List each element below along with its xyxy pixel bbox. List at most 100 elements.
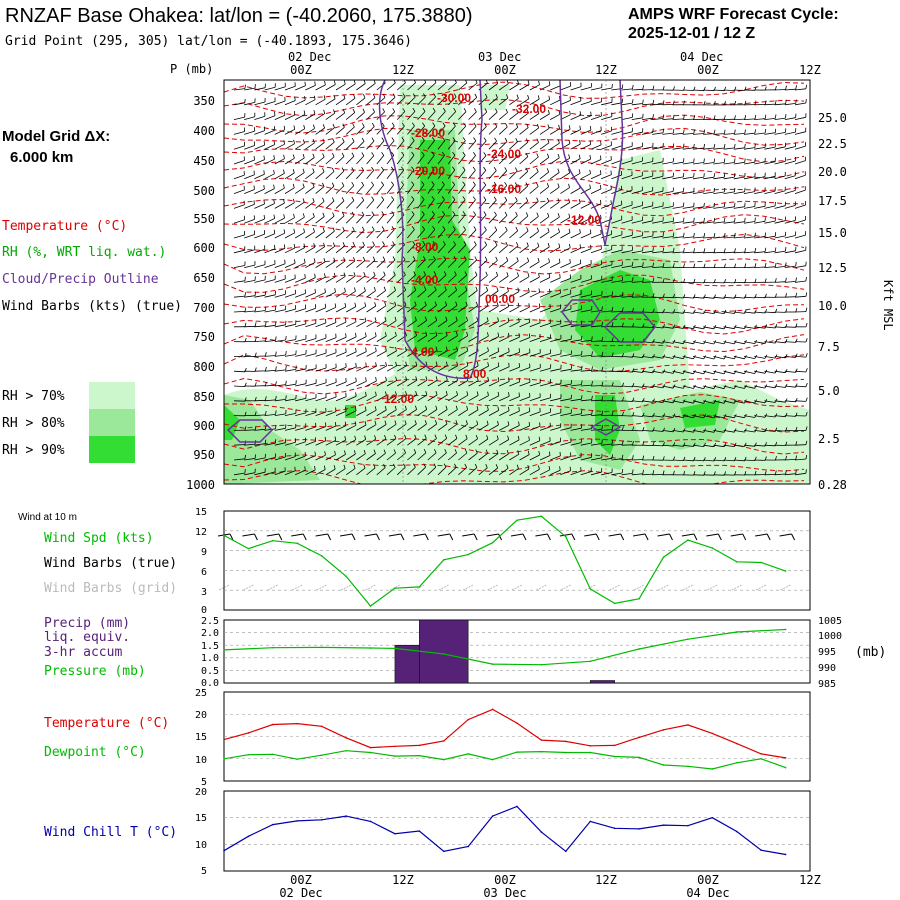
upper-wind-barb-flag bbox=[452, 151, 456, 156]
precip-frame bbox=[223, 619, 811, 684]
upper-wind-barb-flag bbox=[632, 455, 634, 460]
upper-wind-barb bbox=[703, 356, 714, 360]
upper-wind-barb bbox=[539, 113, 550, 120]
top-tick-4: 00Z bbox=[697, 63, 719, 77]
upper-wind-barb bbox=[366, 438, 377, 446]
upper-wind-barb bbox=[611, 159, 622, 165]
precip-panel: 2.5 2.0 1.5 1.0 0.5 0.0 1005 1000 995 99… bbox=[44, 616, 886, 690]
upper-wind-barb bbox=[315, 201, 325, 209]
legend-cloud: Cloud/Precip Outline bbox=[2, 272, 159, 287]
upper-wind-barb bbox=[254, 101, 266, 106]
upper-wind-barb bbox=[407, 289, 417, 298]
upper-wind-barb bbox=[244, 310, 256, 313]
upper-wind-barb bbox=[274, 202, 285, 209]
upper-wind-barb-flag bbox=[744, 143, 746, 148]
upper-wind-barb bbox=[560, 202, 570, 209]
upper-wind-barb bbox=[550, 308, 561, 313]
upper-wind-barb bbox=[549, 128, 560, 135]
pressure-point bbox=[638, 648, 640, 650]
upper-wind-barb-flag bbox=[547, 109, 550, 115]
upper-wind-barb-flag bbox=[642, 99, 644, 104]
upper-wind-barb-flag bbox=[405, 391, 407, 396]
kft-axis-title: Kft MSL bbox=[881, 280, 895, 331]
upper-wind-barb bbox=[386, 229, 395, 239]
upper-wind-barb bbox=[733, 356, 745, 360]
upper-wind-barb-flag bbox=[744, 115, 747, 120]
temperature-point bbox=[418, 744, 421, 747]
upper-wind-barb bbox=[662, 430, 674, 433]
upper-wind-barb bbox=[631, 473, 643, 476]
upper-wind-barb bbox=[529, 367, 541, 372]
upper-wind-barb bbox=[641, 250, 653, 254]
upper-wind-barb bbox=[692, 221, 704, 224]
upper-wind-barb-flag bbox=[421, 166, 425, 171]
upper-wind-barb-flag bbox=[472, 196, 476, 201]
upper-wind-barb-flag bbox=[405, 346, 407, 351]
upper-wind-barb bbox=[754, 161, 766, 165]
upper-wind-barb bbox=[529, 231, 539, 239]
wind-speed-point bbox=[296, 542, 299, 545]
upper-wind-barb-flag bbox=[364, 435, 367, 440]
upper-wind-barb bbox=[437, 394, 448, 402]
upper-wind-barb bbox=[784, 131, 796, 135]
upper-wind-barb bbox=[376, 290, 386, 298]
upper-wind-barb bbox=[458, 452, 468, 461]
upper-wind-barb bbox=[713, 89, 725, 92]
upper-wind-barb bbox=[356, 97, 366, 106]
precip-ytick: 2.0 bbox=[201, 628, 219, 639]
upper-wind-barb-flag bbox=[672, 129, 675, 134]
upper-wind-barb bbox=[703, 176, 715, 180]
upper-wind-barb bbox=[723, 133, 735, 135]
upper-wind-barb bbox=[396, 289, 406, 298]
upper-wind-barb bbox=[325, 200, 335, 209]
upper-wind-barb bbox=[447, 380, 458, 387]
upper-wind-barb bbox=[539, 426, 551, 431]
upper-wind-barb bbox=[539, 307, 551, 313]
upper-wind-barb-flag bbox=[525, 212, 529, 217]
upper-wind-barb bbox=[294, 201, 305, 209]
upper-wind-barb-flag bbox=[342, 123, 345, 128]
pressure-tick: 500 bbox=[193, 184, 215, 198]
upper-wind-barb bbox=[335, 454, 346, 461]
upper-wind-barb-flag bbox=[673, 470, 675, 475]
upper-wind-barb bbox=[284, 100, 296, 106]
upper-wind-barb bbox=[447, 365, 458, 372]
upper-wind-barb bbox=[346, 381, 357, 387]
upper-wind-barb bbox=[274, 442, 286, 446]
upper-wind-barb-flag bbox=[536, 182, 539, 187]
pressure-point bbox=[540, 663, 543, 666]
upper-wind-barb bbox=[652, 235, 664, 239]
upper-wind-barb-flag bbox=[546, 153, 550, 158]
wind-frame bbox=[223, 510, 811, 611]
upper-wind-barb bbox=[611, 189, 622, 194]
grid-wind-barb bbox=[243, 584, 254, 591]
upper-wind-barb bbox=[254, 471, 266, 476]
upper-wind-barb-flag bbox=[425, 331, 428, 336]
upper-wind-barb-flag bbox=[703, 158, 705, 163]
upper-wind-barb bbox=[774, 146, 786, 150]
upper-wind-barb-flag bbox=[632, 307, 634, 312]
upper-wind-barb bbox=[509, 170, 518, 180]
upper-wind-barb bbox=[244, 472, 256, 476]
upper-wind-barb bbox=[356, 141, 365, 150]
upper-wind-barb bbox=[468, 467, 478, 476]
upper-wind-barb bbox=[713, 400, 725, 404]
upper-wind-barb bbox=[274, 354, 286, 357]
upper-wind-barb bbox=[550, 277, 561, 283]
chill-ytick: 5 bbox=[201, 866, 207, 877]
upper-wind-barb bbox=[488, 351, 499, 357]
upper-wind-barb-flag bbox=[323, 242, 326, 247]
upper-wind-barb bbox=[488, 229, 498, 239]
wind-barb bbox=[657, 533, 670, 537]
upper-wind-barb-flag bbox=[263, 155, 265, 160]
bottom-date-2: 03 Dec bbox=[483, 886, 526, 900]
upper-wind-barb bbox=[488, 305, 499, 313]
pressure-ticks: 350 400 450 500 550 600 650 700 750 800 … bbox=[186, 94, 215, 492]
upper-wind-barb bbox=[784, 296, 796, 298]
upper-wind-barb-flag bbox=[334, 422, 337, 427]
upper-wind-barb-flag bbox=[662, 114, 665, 119]
upper-wind-barb bbox=[305, 426, 316, 431]
upper-wind-barb-flag bbox=[362, 256, 366, 261]
upper-wind-barb-flag bbox=[254, 382, 257, 387]
upper-wind-barb-flag bbox=[474, 256, 477, 261]
